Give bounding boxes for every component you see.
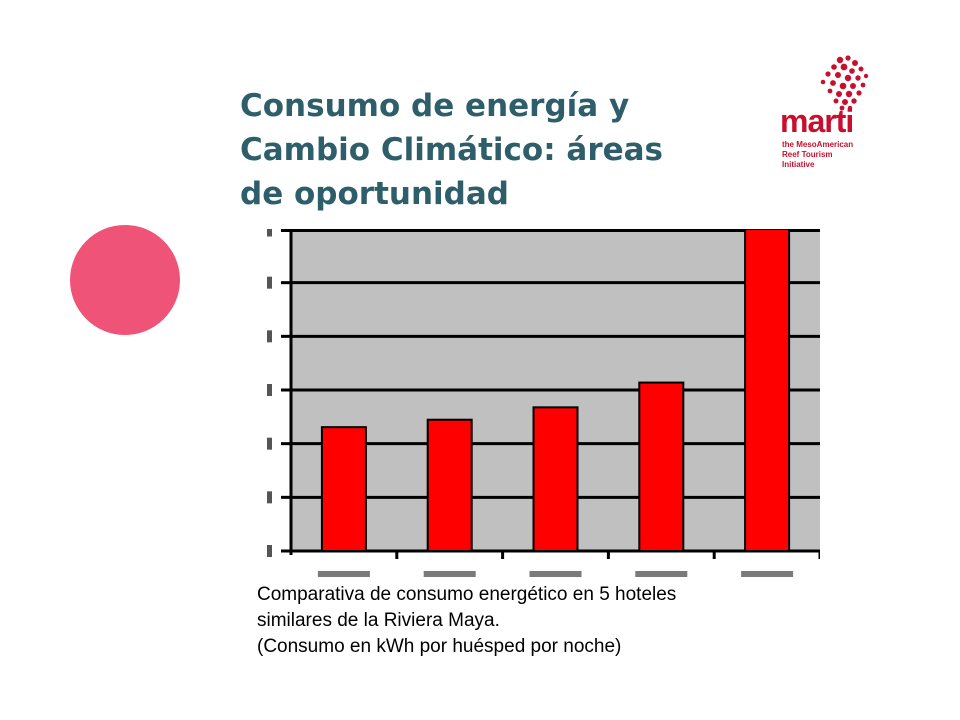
marti-logo: marti the MesoAmerican Reef Tourism Init… xyxy=(778,52,878,170)
decorative-dot xyxy=(70,225,180,335)
y-tick-label-fragment xyxy=(267,229,272,237)
x-tick-label-fragment xyxy=(529,571,582,577)
y-tick-label-fragment xyxy=(267,545,272,557)
title-line-1: Consumo de energía y xyxy=(240,88,630,124)
logo-wordmark: marti xyxy=(780,103,854,139)
x-tick-label-fragment xyxy=(317,571,370,577)
energy-consumption-bar-chart xyxy=(267,229,820,577)
logo-tagline-line-3: Initiative xyxy=(782,160,815,169)
logo-tagline-line-1: the MesoAmerican xyxy=(782,140,854,149)
y-tick-label-fragment xyxy=(267,276,272,289)
page-title: Consumo de energía y Cambio Climático: á… xyxy=(240,84,710,216)
y-tick-label-fragment xyxy=(267,491,272,504)
title-line-3: de oportunidad xyxy=(240,176,509,212)
caption-line-1: Comparativa de consumo energético en 5 h… xyxy=(257,584,677,605)
x-tick-label-fragment xyxy=(423,571,476,577)
x-tick-label-fragment xyxy=(741,571,794,577)
title-line-2: Cambio Climático: áreas xyxy=(240,132,664,168)
bar xyxy=(638,381,685,552)
coral-icon xyxy=(820,55,869,111)
y-tick-label-fragment xyxy=(267,384,272,396)
y-tick-label-fragment xyxy=(267,330,272,343)
x-tick-label-fragment xyxy=(635,571,688,577)
bar xyxy=(744,229,791,552)
caption-line-2: similares de la Riviera Maya. xyxy=(257,610,500,631)
caption-line-3: (Consumo en kWh por huésped por noche) xyxy=(257,636,622,657)
bar xyxy=(532,406,579,552)
chart-caption: Comparativa de consumo energético en 5 h… xyxy=(257,582,817,660)
logo-tagline-line-2: Reef Tourism xyxy=(782,150,833,159)
bar xyxy=(320,426,367,552)
logo-tagline: the MesoAmerican Reef Tourism Initiative xyxy=(782,140,872,170)
y-tick-label-fragment xyxy=(267,437,272,450)
bar xyxy=(426,418,473,552)
